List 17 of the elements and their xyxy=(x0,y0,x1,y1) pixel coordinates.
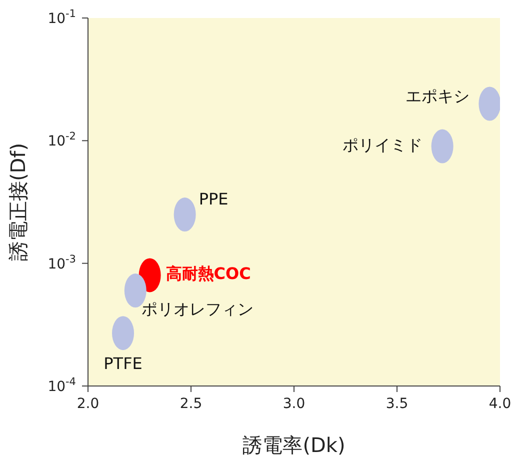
y-tick-label: 10$^{-2}$ xyxy=(48,130,76,150)
series-label: エポキシ xyxy=(406,86,470,106)
y-axis-title: 誘電正接(Df) xyxy=(6,142,30,262)
series-label: ポリオレフィン xyxy=(141,300,254,319)
y-tick-label: 10$^{-4}$ xyxy=(48,376,76,395)
y-tick-label: 10$^{-1}$ xyxy=(48,8,76,27)
series-label: 高耐熱COC xyxy=(166,264,251,284)
x-tick-label: 2.0 xyxy=(76,396,100,412)
x-axis-title: 誘電率(Dk) xyxy=(242,433,346,458)
x-tick-label: 3.0 xyxy=(282,396,306,412)
y-tick-label: 10$^{-3}$ xyxy=(48,253,76,272)
x-tick-label: 3.5 xyxy=(386,396,408,412)
series-label: PPE xyxy=(198,190,228,209)
x-tick-label: 2.5 xyxy=(180,396,202,412)
series-label: ポリイミド xyxy=(342,135,422,154)
series-label: PTFE xyxy=(104,354,142,374)
x-tick-label: 4.0 xyxy=(488,396,512,412)
